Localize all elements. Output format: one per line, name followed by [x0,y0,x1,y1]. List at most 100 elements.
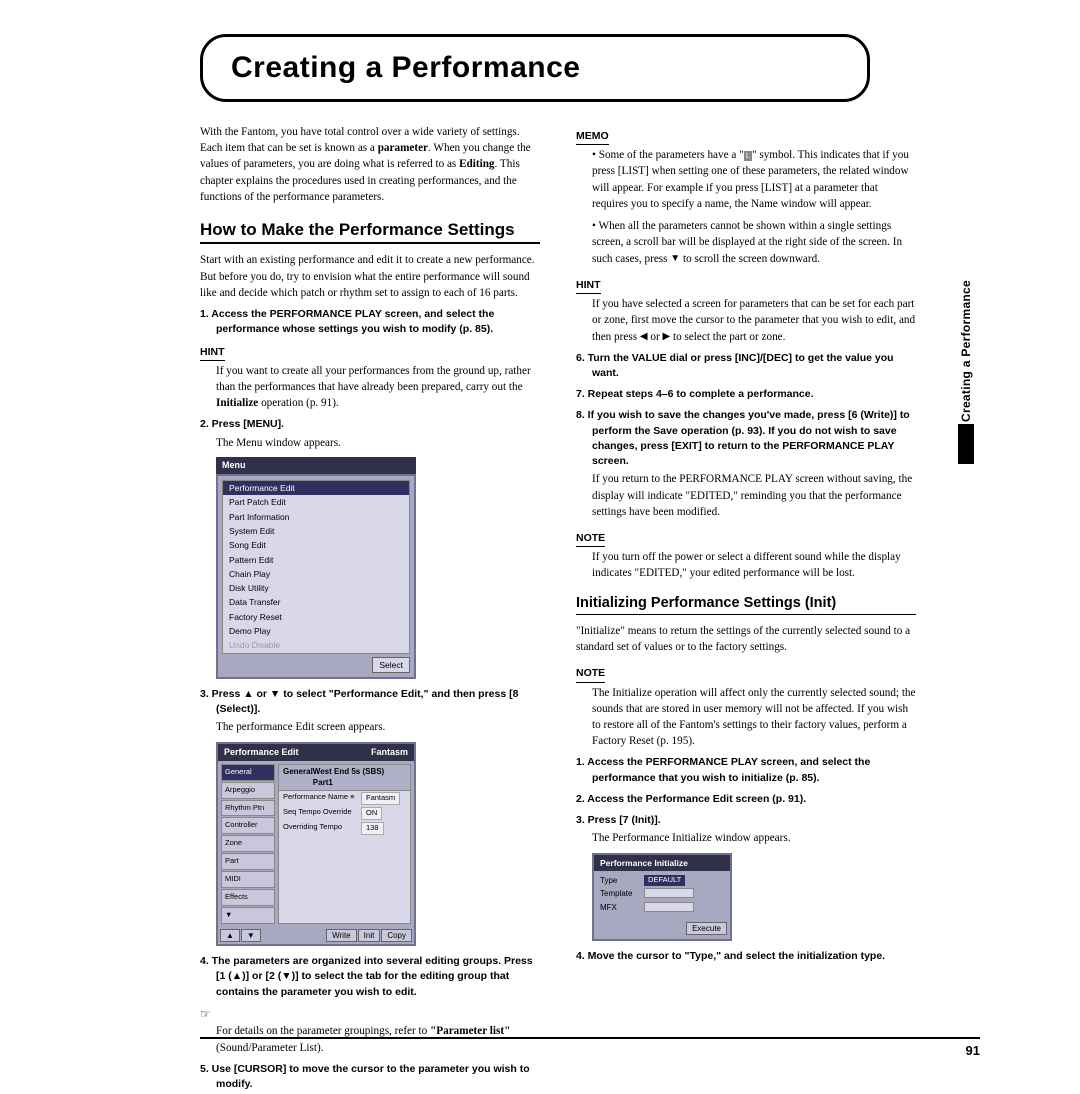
section-heading-how-to-make: How to Make the Performance Settings [200,219,540,244]
init-val [644,902,694,912]
init-key: MFX [600,902,644,914]
note-label: NOTE [576,666,605,682]
thumb-tab-label: Creating a Performance [959,280,973,422]
content-columns: With the Fantom, you have total control … [200,124,980,1094]
panel-head-right: West End 5s (SBS) Part1 [313,766,406,789]
init-titlebar: Performance Initialize [594,855,730,871]
init-step-4: 4. Move the cursor to "Type," and select… [576,949,916,964]
edit-tab: Part [221,853,275,870]
menu-item: System Edit [223,524,409,538]
param-val: ON [361,807,382,820]
text: operation (p. 91). [258,397,338,409]
init-key: Template [600,888,644,900]
init-val: DEFAULT [644,875,685,887]
text: or [648,331,663,343]
step-3-body: The performance Edit screen appears. [216,719,540,735]
menu-item: Factory Reset [223,610,409,624]
text: If you want to create all your performan… [216,365,531,393]
menu-list: Performance Edit Part Patch Edit Part In… [222,480,410,654]
right-column: MEMO • Some of the parameters have a "L"… [576,124,916,1094]
term-parameter: parameter [378,142,428,154]
menu-item: Pattern Edit [223,553,409,567]
text: Some of the parameters have a " [599,149,744,161]
left-column: With the Fantom, you have total control … [200,124,540,1094]
execute-button: Execute [686,922,727,936]
edit-tab: General [221,764,275,781]
edit-tab: Arpeggio [221,782,275,799]
param-key: Seq Tempo Override [283,807,361,820]
init-step-1: 1. Access the PERFORMANCE PLAY screen, a… [576,755,916,785]
note-label: NOTE [576,531,605,547]
intro-paragraph: With the Fantom, you have total control … [200,124,540,205]
menu-item: Demo Play [223,624,409,638]
step-2: 2. Press [MENU]. [200,417,540,432]
init-step-3-body: The Performance Initialize window appear… [592,830,916,846]
step-8: 8. If you wish to save the changes you'v… [576,408,916,469]
memo-1: • Some of the parameters have a "L" symb… [592,147,916,212]
page: Creating a Performance With the Fantom, … [0,0,1080,1080]
menu-item: Undo Disable [223,638,409,652]
edit-tab: Rhythm Ptn [221,800,275,817]
menu-item: Disk Utility [223,581,409,595]
edit-title: Performance Edit [224,746,299,759]
edit-tab: MIDI [221,871,275,888]
left-arrow-icon: ◀ [640,331,648,342]
step-4: 4. The parameters are organized into sev… [200,954,540,1000]
hint-label: HINT [200,345,225,361]
chapter-title-box: Creating a Performance [200,34,870,102]
param-val: Fantasm [361,792,400,805]
text: to scroll the screen downward. [680,253,820,265]
init-step-3: 3. Press [7 (Init)]. [576,813,916,828]
edit-tabs: General Arpeggio Rhythm Ptn Controller Z… [221,764,275,924]
init-key: Type [600,875,644,887]
down-arrow-icon: ▼ [670,253,680,264]
note-body: If you turn off the power or select a di… [592,549,916,581]
init-note-body: The Initialize operation will affect onl… [592,685,916,750]
initialize-screenshot: Performance Initialize TypeDEFAULT Templ… [592,853,732,941]
edit-tab: Effects [221,889,275,906]
text: to select the part or zone. [670,331,785,343]
copy-button: Copy [381,929,412,943]
param-key: Overriding Tempo [283,822,361,835]
menu-item: Part Information [223,510,409,524]
page-footer: 91 [200,1037,980,1058]
step-5: 5. Use [CURSOR] to move the cursor to th… [200,1062,540,1092]
edit-title-right: Fantasm [371,746,408,759]
menu-titlebar: Menu [216,457,416,474]
edit-tab: Zone [221,835,275,852]
edit-tab: Controller [221,817,275,834]
step-7: 7. Repeat steps 4–6 to complete a perfor… [576,387,916,402]
pointing-hand-icon: ☞ [200,1006,211,1023]
memo-2: • When all the parameters cannot be show… [592,218,916,267]
down-icon: ▼ [241,929,261,943]
menu-item: Chain Play [223,567,409,581]
section-intro: Start with an existing performance and e… [200,252,540,301]
init-intro: "Initialize" means to return the setting… [576,623,916,655]
list-icon: L [744,151,752,161]
menu-screenshot: Menu Performance Edit Part Patch Edit Pa… [216,457,416,679]
memo-label: MEMO [576,129,609,145]
performance-edit-screenshot: Performance Edit Fantasm General Arpeggio… [216,742,416,947]
init-button: Init [358,929,381,943]
step-1: 1. Access the PERFORMANCE PLAY screen, a… [200,307,540,337]
menu-item: Performance Edit [223,481,409,495]
text: For details on the parameter groupings, … [216,1025,430,1037]
edit-tab: ▼ [221,907,275,924]
term-editing: Editing [459,158,494,170]
select-button: Select [372,657,410,673]
term-initialize: Initialize [216,397,258,409]
param-val: 138 [361,822,384,835]
thumb-tab: Creating a Performance [952,280,980,464]
panel-head-left: General [283,766,313,789]
hint-body: If you want to create all your performan… [216,363,540,412]
up-icon: ▲ [220,929,240,943]
menu-item: Song Edit [223,538,409,552]
step-3: 3. Press ▲ or ▼ to select "Performance E… [200,687,540,717]
thumb-tab-block [958,424,974,464]
step-8-body: If you return to the PERFORMANCE PLAY sc… [592,471,916,520]
step-6: 6. Turn the VALUE dial or press [INC]/[D… [576,351,916,381]
menu-item: Part Patch Edit [223,495,409,509]
term-parameter-list: "Parameter list" [430,1025,510,1037]
init-val [644,888,694,898]
section-heading-init: Initializing Performance Settings (Init) [576,594,916,615]
